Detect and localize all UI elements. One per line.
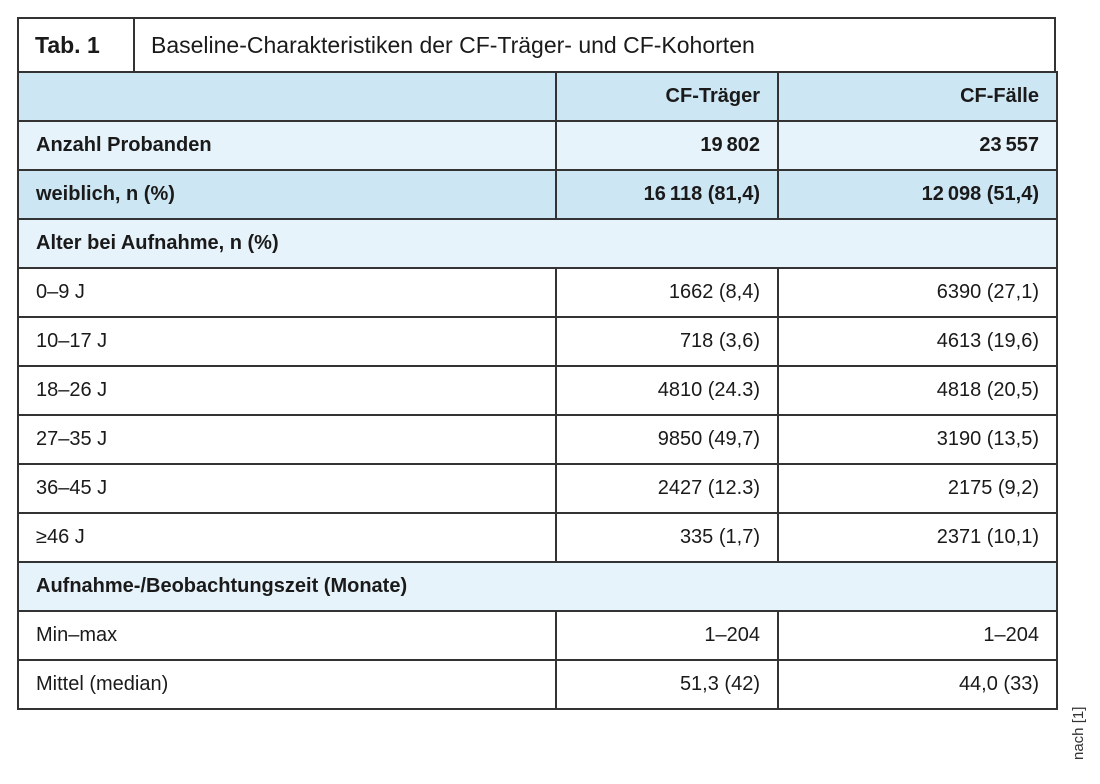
value-cell: 3190 (13,5) — [777, 414, 1058, 465]
value-cell: 12 098 (51,4) — [777, 169, 1058, 220]
table-row: 10–17 J 718 (3,6) 4613 (19,6) — [17, 316, 1058, 367]
header-cell — [17, 71, 557, 122]
table-row: 27–35 J 9850 (49,7) 3190 (13,5) — [17, 414, 1058, 465]
row-label: ≥46 J — [17, 512, 557, 563]
value-cell: 6390 (27,1) — [777, 267, 1058, 318]
value-cell: 335 (1,7) — [555, 512, 779, 563]
value-cell: 2175 (9,2) — [777, 463, 1058, 514]
row-label: Anzahl Probanden — [17, 120, 557, 171]
row-label: 0–9 J — [17, 267, 557, 318]
value-cell: 51,3 (42) — [555, 659, 779, 710]
table-row: Aufnahme-/Beobachtungszeit (Monate) — [17, 561, 1058, 612]
table: CF-Träger CF-Fälle Anzahl Probanden 19 802 2… — [17, 71, 1058, 710]
table-row: 18–26 J 4810 (24.3) 4818 (20,5) — [17, 365, 1058, 416]
row-label: 10–17 J — [17, 316, 557, 367]
value-cell: 4810 (24.3) — [555, 365, 779, 416]
row-label: 18–26 J — [17, 365, 557, 416]
header-cell: CF-Träger — [555, 71, 779, 122]
table-row: 36–45 J 2427 (12.3) 2175 (9,2) — [17, 463, 1058, 514]
table-row: Alter bei Aufnahme, n (%) — [17, 218, 1058, 269]
table-row: Mittel (median) 51,3 (42) 44,0 (33) — [17, 659, 1058, 710]
row-label: 36–45 J — [17, 463, 557, 514]
table-row: ≥46 J 335 (1,7) 2371 (10,1) — [17, 512, 1058, 563]
value-cell: 1–204 — [555, 610, 779, 661]
row-label: 27–35 J — [17, 414, 557, 465]
caption-title: Baseline-Charakteristiken der CF-Träger-… — [151, 31, 755, 58]
row-label: Aufnahme-/Beobachtungszeit (Monate) — [17, 561, 1058, 612]
table-row: Min–max 1–204 1–204 — [17, 610, 1058, 661]
value-cell: 9850 (49,7) — [555, 414, 779, 465]
value-cell: 4818 (20,5) — [777, 365, 1058, 416]
caption: Tab. 1 Baseline-Charakteristiken der CF-… — [17, 17, 1056, 73]
value-cell: 1–204 — [777, 610, 1058, 661]
table-row: 0–9 J 1662 (8,4) 6390 (27,1) — [17, 267, 1058, 318]
value-cell: 23 557 — [777, 120, 1058, 171]
table-row: Anzahl Probanden 19 802 23 557 — [17, 120, 1058, 171]
header-row: CF-Träger CF-Fälle — [17, 71, 1058, 122]
header-cell: CF-Fälle — [777, 71, 1058, 122]
value-cell: 44,0 (33) — [777, 659, 1058, 710]
row-label: weiblich, n (%) — [17, 169, 557, 220]
row-label: Mittel (median) — [17, 659, 557, 710]
value-cell: 4613 (19,6) — [777, 316, 1058, 367]
value-cell: 1662 (8,4) — [555, 267, 779, 318]
table-row: weiblich, n (%) 16 118 (81,4) 12 098 (51,4… — [17, 169, 1058, 220]
row-label: Min–max — [17, 610, 557, 661]
value-cell: 16 118 (81,4) — [555, 169, 779, 220]
source-note: nach [1] — [1070, 706, 1087, 760]
caption-label: Tab. 1 — [19, 19, 135, 71]
value-cell: 2427 (12.3) — [555, 463, 779, 514]
value-cell: 2371 (10,1) — [777, 512, 1058, 563]
value-cell: 19 802 — [555, 120, 779, 171]
value-cell: 718 (3,6) — [555, 316, 779, 367]
row-label: Alter bei Aufnahme, n (%) — [17, 218, 1058, 269]
